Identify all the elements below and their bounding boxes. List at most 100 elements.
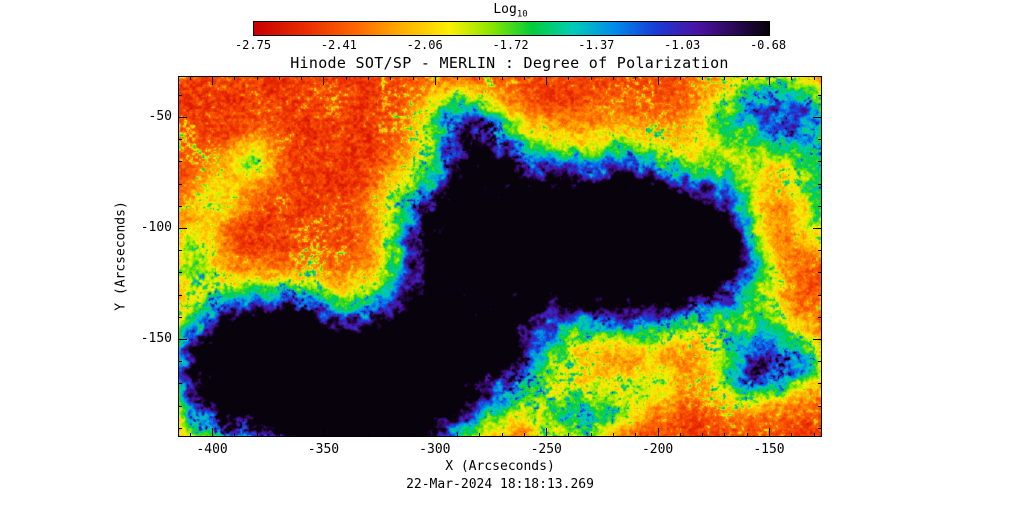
tick-mark [257,76,258,80]
tick-mark [702,76,703,80]
tick-mark [658,76,659,85]
x-axis-label: X (Arcseconds) [445,459,555,474]
tick-mark [635,76,636,80]
tick-mark [323,428,324,437]
tick-mark [818,317,822,318]
tick-mark [568,433,569,437]
tick-mark [818,383,822,384]
colorbar-tick-label: -1.37 [578,38,615,52]
tick-mark [178,295,182,296]
colorbar-title-text: Log [493,2,517,17]
tick-mark [818,161,822,162]
tick-mark [613,433,614,437]
tick-mark [613,76,614,80]
tick-mark [818,361,822,362]
tick-mark [591,76,592,80]
tick-mark [178,406,182,407]
tick-mark [747,76,748,80]
colorbar-tick-labels: -2.75 -2.41 -2.06 -1.72 -1.37 -1.03 -0.68 [235,38,786,53]
tick-mark [680,76,681,80]
tick-mark [234,433,235,437]
tick-mark [591,433,592,437]
tick-mark [546,76,547,85]
colorbar-tick-label: -1.03 [664,38,701,52]
y-tick-label: -150 [140,331,172,347]
heatmap-canvas [178,76,822,437]
tick-mark [813,228,822,229]
tick-mark [279,76,280,80]
tick-mark [435,76,436,85]
colorbar [253,21,770,36]
tick-mark [813,117,822,118]
tick-mark [413,76,414,80]
colorbar-gradient [254,22,769,35]
tick-mark [818,406,822,407]
x-tick-label: -300 [419,442,451,457]
tick-mark [323,76,324,85]
tick-mark [178,206,182,207]
x-tick-label: -350 [307,442,340,457]
tick-mark [818,206,822,207]
tick-mark [178,161,182,162]
tick-mark [178,361,182,362]
tick-mark [390,76,391,80]
tick-mark [524,76,525,80]
tick-mark [178,339,187,340]
tick-mark [178,272,182,273]
tick-mark [178,95,182,96]
x-tick-label: -150 [753,442,785,457]
y-axis-label: Y (Arcseconds) [113,201,129,311]
tick-mark [769,428,770,437]
tick-mark [635,433,636,437]
colorbar-tick-label: -0.68 [749,38,787,52]
plot-area [178,76,822,437]
tick-mark [747,433,748,437]
tick-mark [818,428,822,429]
tick-mark [178,250,182,251]
tick-mark [368,76,369,80]
tick-mark [769,76,770,85]
tick-mark [502,433,503,437]
tick-mark [212,428,213,437]
tick-mark [814,76,815,80]
tick-mark [234,76,235,80]
tick-mark [457,76,458,80]
tick-mark [178,383,182,384]
tick-mark [818,272,822,273]
tick-mark [568,76,569,80]
tick-mark [818,250,822,251]
tick-mark [546,428,547,437]
tick-mark [435,428,436,437]
tick-mark [680,433,681,437]
tick-mark [346,433,347,437]
tick-mark [724,76,725,80]
tick-mark [818,184,822,185]
tick-mark [818,95,822,96]
tick-mark [178,184,182,185]
tick-mark [818,295,822,296]
y-tick-label: -100 [140,220,172,236]
colorbar-title: Log10 [253,2,768,20]
tick-mark [178,428,182,429]
tick-mark [457,433,458,437]
tick-mark [190,433,191,437]
observation-timestamp: 22-Mar-2024 18:18:13.269 [406,477,594,492]
colorbar-tick-label: -1.72 [492,38,529,52]
tick-mark [479,76,480,80]
tick-mark [813,339,822,340]
colorbar-tick-label: -2.75 [234,38,272,52]
tick-mark [658,428,659,437]
tick-mark [212,76,213,85]
colorbar-tick-label: -2.06 [406,38,443,52]
tick-mark [818,139,822,140]
tick-mark [301,76,302,80]
tick-mark [791,76,792,80]
tick-mark [390,433,391,437]
tick-mark [346,76,347,80]
tick-mark [413,433,414,437]
tick-mark [301,433,302,437]
tick-mark [502,76,503,80]
y-tick-label: -50 [148,109,172,125]
tick-mark [479,433,480,437]
